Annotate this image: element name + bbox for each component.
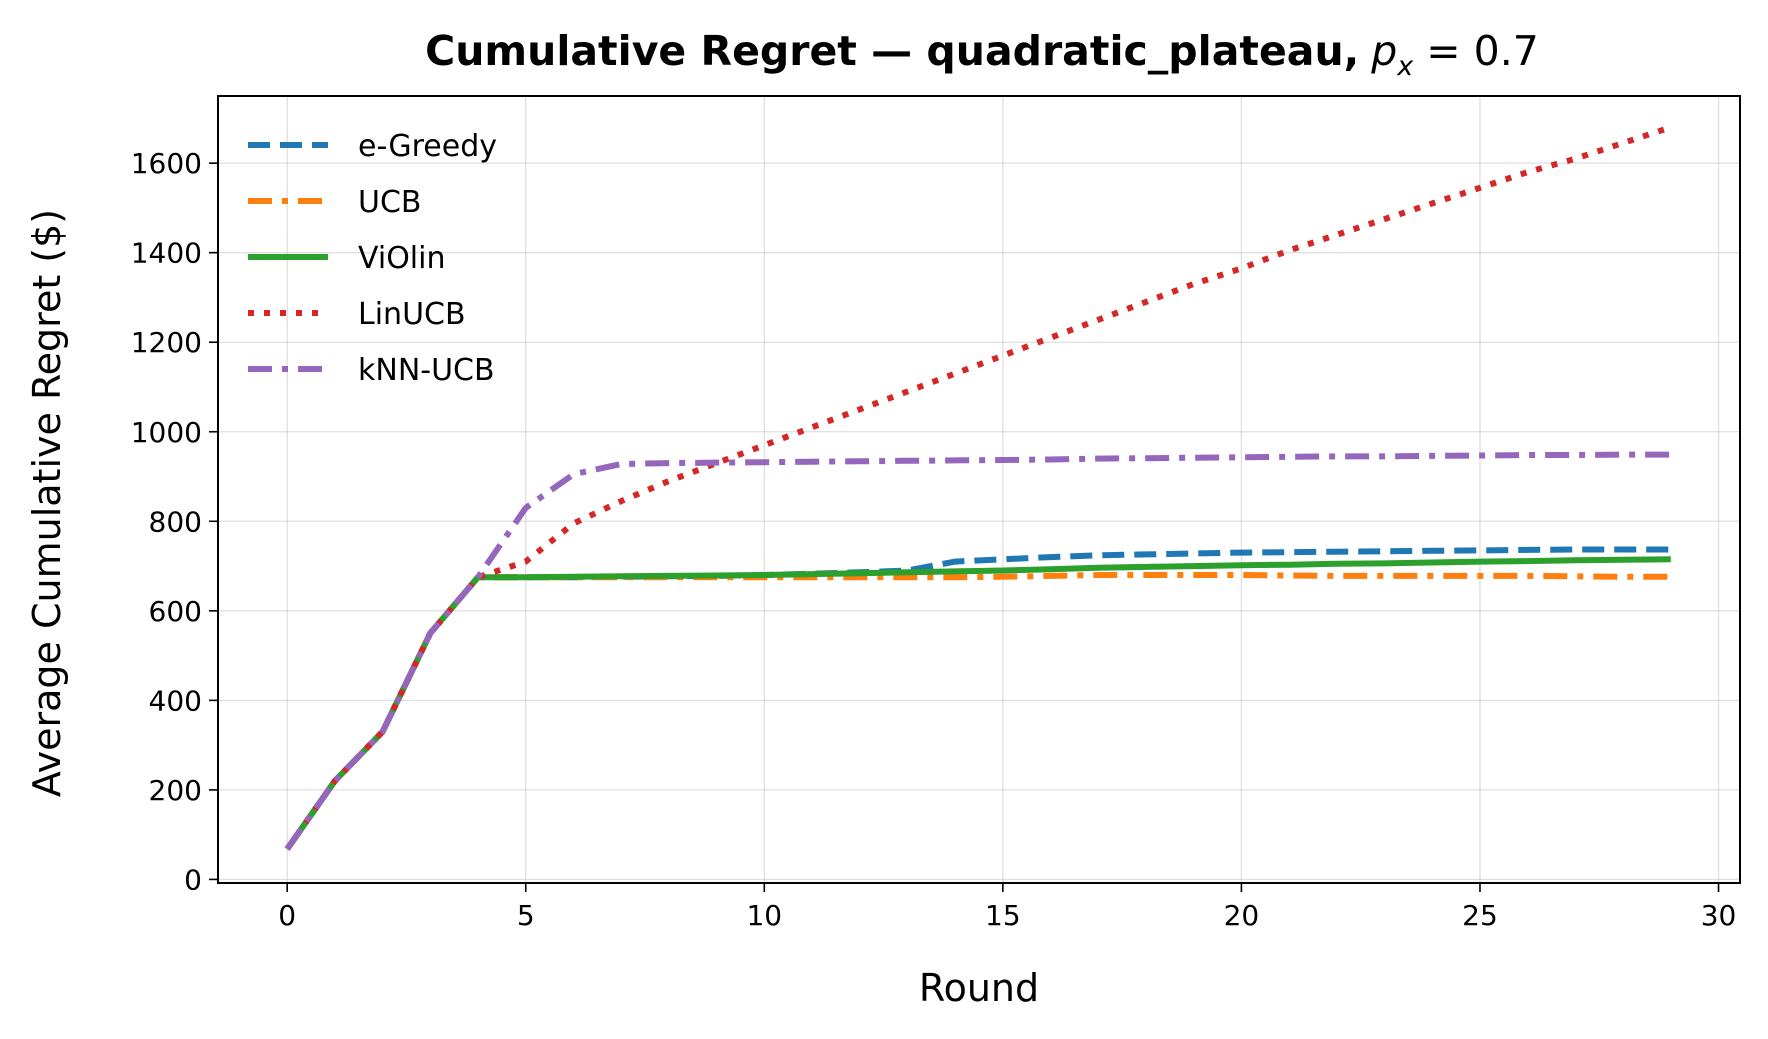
y-axis-label: Average Cumulative Regret ($): [25, 209, 69, 797]
legend-label-violin: ViOlin: [358, 241, 446, 276]
y-tick-label: 600: [149, 595, 202, 628]
series-line-ucb: [284, 572, 1671, 851]
y-tick-label: 1400: [131, 237, 202, 270]
series-line-knn-ucb: [284, 451, 1671, 851]
series-line-linucb: [284, 124, 1672, 851]
chart-title: Cumulative Regret — quadratic_plateau, px…: [425, 27, 1539, 82]
legend-label-linucb: LinUCB: [358, 297, 466, 332]
y-tick-label: 800: [149, 505, 202, 538]
plot-frame: [217, 95, 1741, 884]
series-lines: [284, 124, 1672, 851]
x-tick-label: 10: [746, 899, 782, 932]
y-tick-label: 1000: [131, 416, 202, 449]
y-axis-ticks: 0 200 400 600 800 1000 1200 1400 1600: [131, 147, 218, 896]
x-tick-label: 5: [517, 899, 535, 932]
x-tick-label: 25: [1462, 899, 1498, 932]
x-tick-label: 30: [1701, 899, 1737, 932]
chart-title-main: Cumulative Regret — quadratic_plateau,: [425, 27, 1359, 75]
x-tick-label: 15: [985, 899, 1021, 932]
chart-title-subscript: x: [1396, 51, 1414, 82]
x-axis-label: Round: [919, 966, 1039, 1010]
y-tick-label: 1200: [131, 326, 202, 359]
legend: e-Greedy UCB ViOlin LinUCB kNN-UCB: [248, 129, 497, 388]
x-axis-ticks: 0 5 10 15 20 25 30: [278, 883, 1736, 932]
y-tick-label: 400: [149, 684, 202, 717]
legend-label-ucb: UCB: [358, 185, 422, 220]
chart-title-value: = 0.7: [1413, 27, 1539, 75]
x-tick-label: 0: [278, 899, 296, 932]
series-line-violin: [284, 556, 1671, 851]
y-tick-label: 1600: [131, 147, 202, 180]
grid: [218, 96, 1740, 883]
chart-title-var: p: [1370, 27, 1397, 75]
legend-label-e-greedy: e-Greedy: [358, 129, 497, 164]
y-tick-label: 200: [149, 774, 202, 807]
x-tick-label: 20: [1224, 899, 1260, 932]
series-line-e-greedy: [284, 546, 1671, 851]
legend-label-knn-ucb: kNN-UCB: [358, 353, 495, 388]
y-tick-label: 0: [184, 863, 202, 896]
